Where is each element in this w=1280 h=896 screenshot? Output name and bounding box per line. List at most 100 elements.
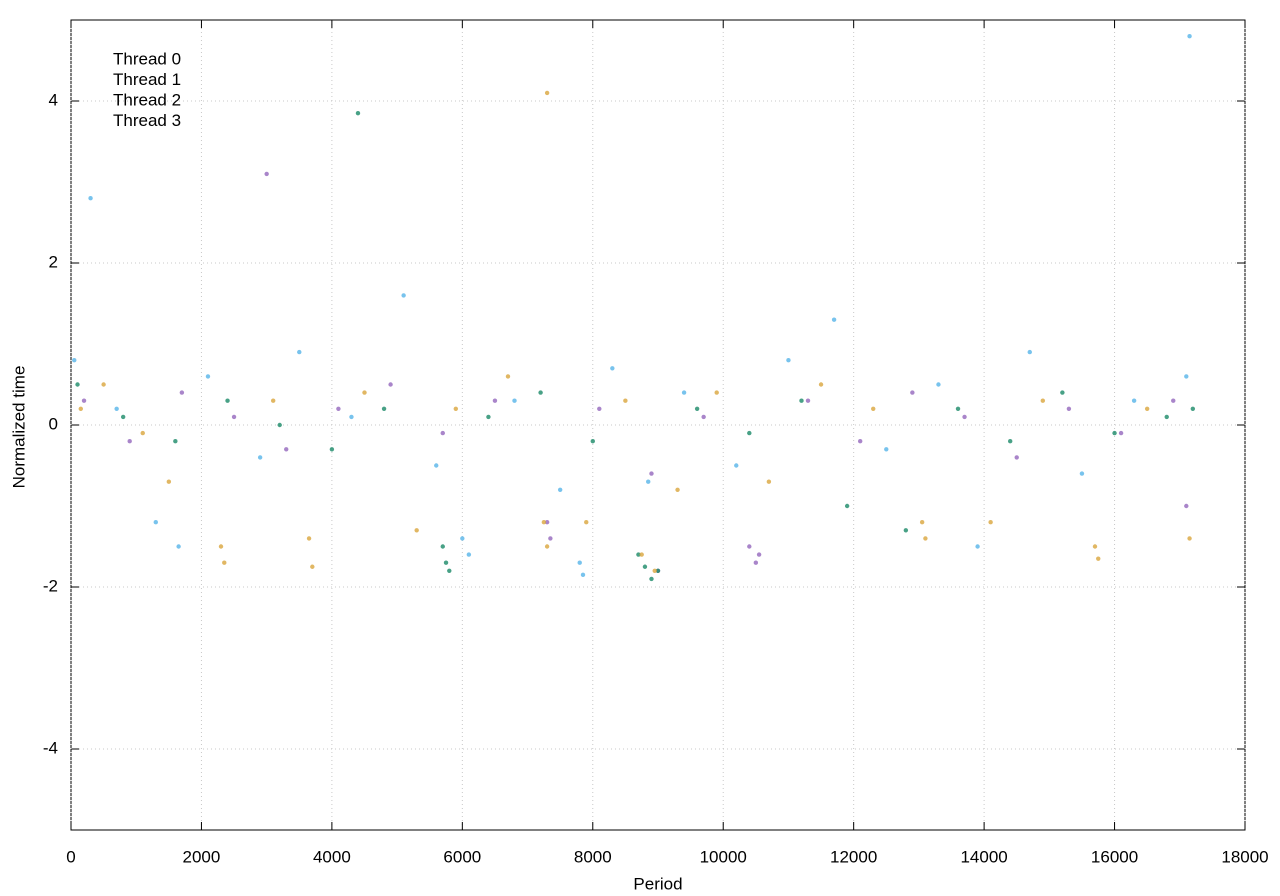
point <box>1014 455 1019 460</box>
point <box>460 536 465 541</box>
point <box>903 528 909 533</box>
point <box>401 293 406 298</box>
point <box>962 414 967 420</box>
point <box>694 406 700 411</box>
point <box>1184 503 1189 509</box>
point <box>264 171 269 177</box>
point <box>205 374 211 379</box>
point <box>544 90 550 96</box>
point <box>225 398 230 403</box>
point <box>910 390 915 395</box>
y-tick-label: 4 <box>49 90 58 109</box>
point <box>649 576 654 582</box>
point <box>443 560 449 565</box>
point <box>101 382 106 387</box>
x-tick-label: 14000 <box>960 847 1007 866</box>
point <box>831 317 837 322</box>
point <box>388 382 393 387</box>
point <box>538 390 543 395</box>
point <box>681 390 687 395</box>
point <box>675 487 680 492</box>
point <box>799 398 804 403</box>
point <box>78 406 83 411</box>
point <box>636 552 641 557</box>
point <box>88 196 93 201</box>
point <box>871 406 876 411</box>
point <box>646 479 651 484</box>
y-tick-label: -4 <box>43 738 58 757</box>
point <box>1164 414 1169 420</box>
point <box>440 430 445 436</box>
point <box>714 390 719 395</box>
x-tick-label: 8000 <box>574 847 612 866</box>
point <box>1060 390 1065 395</box>
point <box>1184 374 1189 379</box>
point <box>1096 556 1101 561</box>
legend-label: Thread 1 <box>113 70 181 89</box>
point <box>140 430 145 436</box>
point <box>179 390 185 395</box>
point <box>1131 398 1137 403</box>
point <box>127 439 132 444</box>
point <box>597 406 602 411</box>
point <box>310 564 315 569</box>
x-tick-label: 12000 <box>830 847 877 866</box>
point <box>306 536 312 541</box>
point <box>270 398 276 403</box>
point <box>610 366 615 371</box>
point <box>923 536 928 541</box>
point <box>1144 406 1150 411</box>
point <box>231 414 237 420</box>
point <box>381 406 387 411</box>
point <box>1027 349 1032 355</box>
point <box>1079 471 1085 476</box>
point <box>440 544 445 549</box>
point <box>153 520 158 525</box>
point <box>277 422 282 428</box>
x-tick-label: 6000 <box>443 847 481 866</box>
legend-label: Thread 3 <box>113 111 181 130</box>
legend-label: Thread 0 <box>113 49 181 68</box>
x-tick-label: 2000 <box>183 847 221 866</box>
legend-label: Thread 2 <box>113 90 181 109</box>
point <box>486 414 491 420</box>
point <box>114 406 119 411</box>
point <box>218 544 224 549</box>
point <box>1190 406 1196 411</box>
point <box>580 572 586 578</box>
point <box>349 414 354 420</box>
point <box>541 520 547 525</box>
point <box>577 560 582 565</box>
point <box>355 110 361 116</box>
point <box>434 463 439 468</box>
point <box>652 568 657 573</box>
point <box>753 560 759 565</box>
point <box>1066 406 1072 411</box>
point <box>222 560 227 565</box>
point <box>818 382 824 387</box>
point <box>844 503 850 509</box>
point <box>701 414 706 420</box>
point <box>857 439 863 444</box>
point <box>639 552 644 557</box>
point <box>988 520 993 525</box>
point <box>505 374 511 379</box>
point <box>257 455 263 460</box>
point <box>544 544 550 549</box>
x-tick-label: 0 <box>66 847 75 866</box>
point <box>414 528 419 533</box>
point <box>884 447 889 452</box>
point <box>975 544 980 549</box>
point <box>955 406 961 411</box>
y-axis-label: Normalized time <box>9 366 28 489</box>
point <box>466 552 472 557</box>
point <box>284 447 289 452</box>
y-tick-label: -2 <box>43 576 58 595</box>
point <box>173 439 178 444</box>
point <box>557 487 563 492</box>
point <box>584 520 589 525</box>
point <box>623 398 628 403</box>
point <box>166 479 172 484</box>
point <box>453 406 459 411</box>
